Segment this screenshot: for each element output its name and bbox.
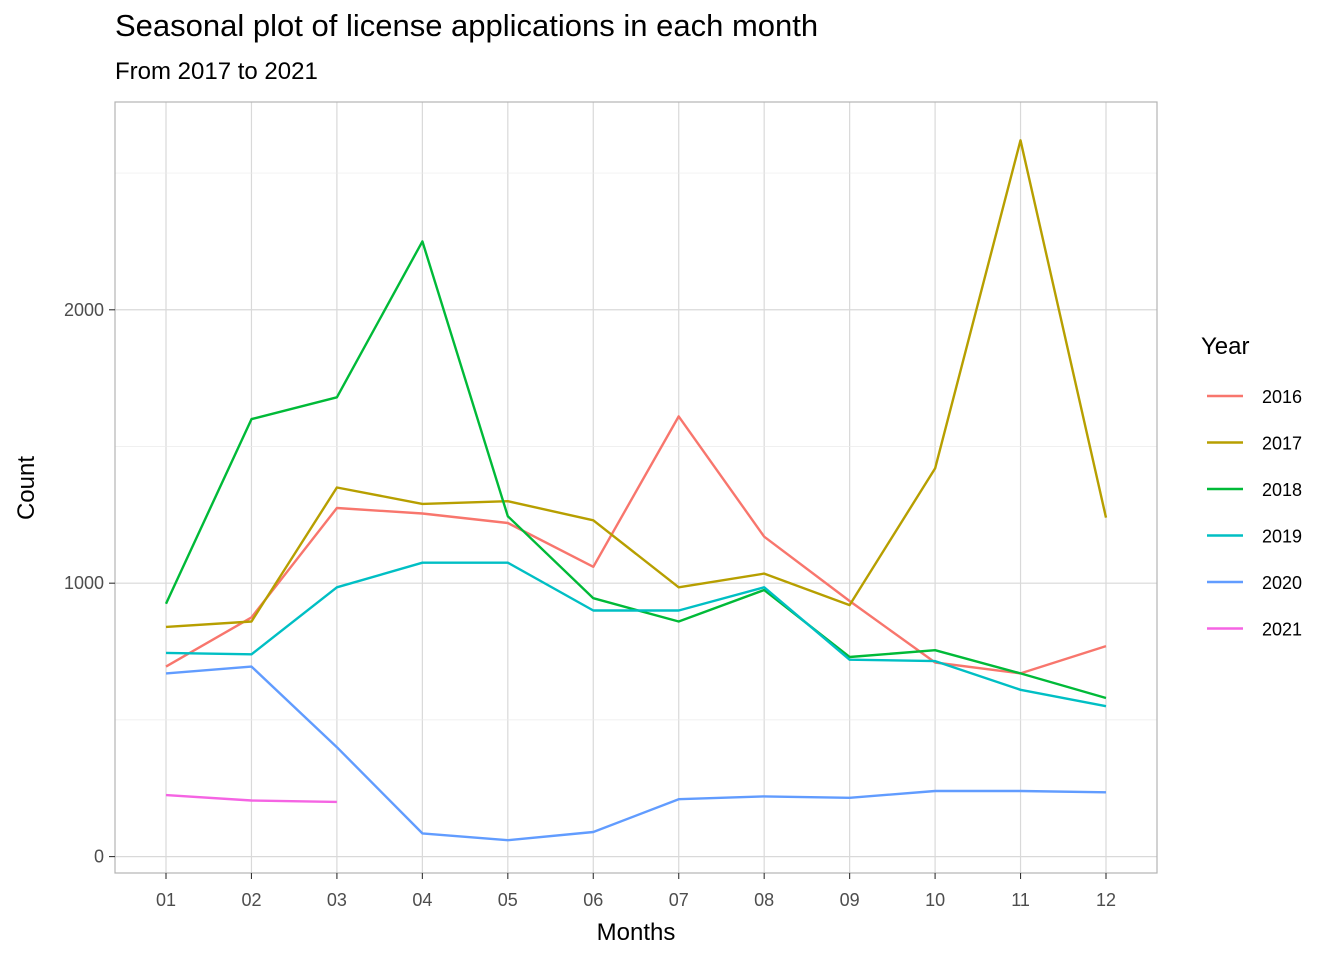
chart-title: Seasonal plot of license applications in…: [115, 8, 819, 43]
y-tick-label: 1000: [64, 573, 104, 593]
plot-panel: [114, 101, 1158, 874]
series-lines: [164, 139, 1108, 842]
series-line-2017: [165, 139, 1108, 629]
legend-label-2016: 2016: [1262, 387, 1302, 407]
x-tick-label: 04: [412, 890, 432, 910]
x-tick-label: 10: [925, 890, 945, 910]
x-tick-label: 01: [156, 890, 176, 910]
x-tick-label: 11: [1011, 890, 1030, 910]
series-line-2021: [165, 793, 337, 804]
x-tick-label: 05: [498, 890, 518, 910]
legend-label-2021: 2021: [1262, 620, 1302, 640]
grid-lines: [115, 102, 1157, 873]
x-tick-label: 08: [754, 890, 774, 910]
x-tick-label: 03: [327, 890, 347, 910]
legend-title: Year: [1201, 333, 1250, 360]
x-tick-label: 09: [840, 890, 860, 910]
y-tick-label: 2000: [64, 300, 104, 320]
x-tick-label: 12: [1096, 890, 1116, 910]
series-line-2020: [165, 665, 1107, 842]
legend-label-2019: 2019: [1262, 527, 1302, 547]
legend-label-2017: 2017: [1262, 434, 1302, 454]
x-tick-label: 07: [669, 890, 689, 910]
legend: Year 2016 2017 2018 2019 2020 2021: [1201, 333, 1302, 640]
series-line-2019: [165, 561, 1107, 708]
legend-label-2018: 2018: [1262, 480, 1302, 500]
y-axis-title: Count: [13, 456, 40, 520]
x-tick-label: 02: [241, 890, 261, 910]
series-line-2016: [165, 415, 1107, 675]
x-axis-ticks: 01 02 03 04 05 06 07 08 09 10 11 12: [156, 873, 1116, 910]
y-tick-label: 0: [94, 847, 104, 867]
chart-subtitle: From 2017 to 2021: [115, 58, 318, 85]
x-axis-title: Months: [597, 919, 676, 946]
y-axis-ticks: 0 1000 2000: [64, 300, 115, 867]
legend-label-2020: 2020: [1262, 573, 1302, 593]
x-tick-label: 06: [583, 890, 603, 910]
